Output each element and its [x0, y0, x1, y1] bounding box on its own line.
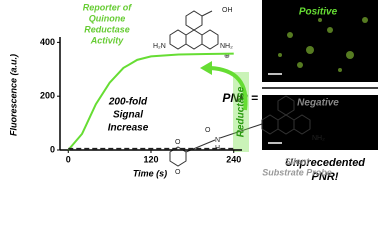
probe-structure: [169, 95, 311, 167]
y-tick-label: 200: [40, 91, 55, 101]
y-tick-label: 400: [40, 37, 55, 47]
y-axis-label: Fluorescence (a.u.): [8, 54, 18, 136]
conclusion: Unprecedented: [285, 157, 365, 169]
structure-label: NH₂: [312, 135, 325, 142]
structure-label: NH₂: [220, 43, 233, 50]
product-structure: [169, 10, 219, 50]
probe-label: Silent: [285, 156, 311, 166]
positive-image: [262, 0, 378, 82]
pnr-label: PNR =: [222, 91, 258, 105]
annotation: Signal: [113, 110, 143, 121]
arrow-head: [200, 61, 212, 75]
structure-label: ⊕: [224, 53, 230, 60]
graphic: Positive Negative PNR = Unprecedented PN…: [8, 0, 378, 183]
annotation: Quinone: [89, 13, 126, 23]
structure-label: O: [175, 139, 181, 146]
x-tick-label: 0: [66, 154, 71, 164]
x-tick-label: 120: [143, 154, 158, 164]
structure-label: O: [175, 169, 181, 176]
negative-label: Negative: [297, 98, 339, 109]
annotation: Reporter of: [83, 2, 133, 12]
annotation: 200-fold: [108, 97, 148, 108]
annotation: Increase: [108, 123, 149, 134]
structure-label: OH: [222, 7, 233, 14]
x-tick-label: 240: [226, 154, 241, 164]
reaction-arrow: [209, 66, 248, 111]
cell-speckles: [278, 17, 368, 72]
data-line: [67, 52, 234, 151]
annotation: Activity: [90, 35, 125, 45]
structure-label: H: [215, 145, 220, 152]
positive-label: Positive: [299, 7, 338, 18]
annotation: Reductase: [84, 24, 130, 34]
structure-label: H₂N: [153, 43, 166, 50]
enzyme-label: Reductase: [236, 86, 247, 137]
negative-image: [262, 95, 378, 150]
structure-label: O: [205, 127, 211, 134]
x-axis-label: Time (s): [133, 168, 167, 178]
plot: 0 200 400 0 120 240: [40, 37, 242, 164]
conclusion: PNR!: [312, 171, 339, 183]
y-tick-label: 0: [50, 144, 55, 154]
structure-label: N: [215, 137, 220, 144]
probe-label: Substrate Probe: [262, 167, 332, 177]
